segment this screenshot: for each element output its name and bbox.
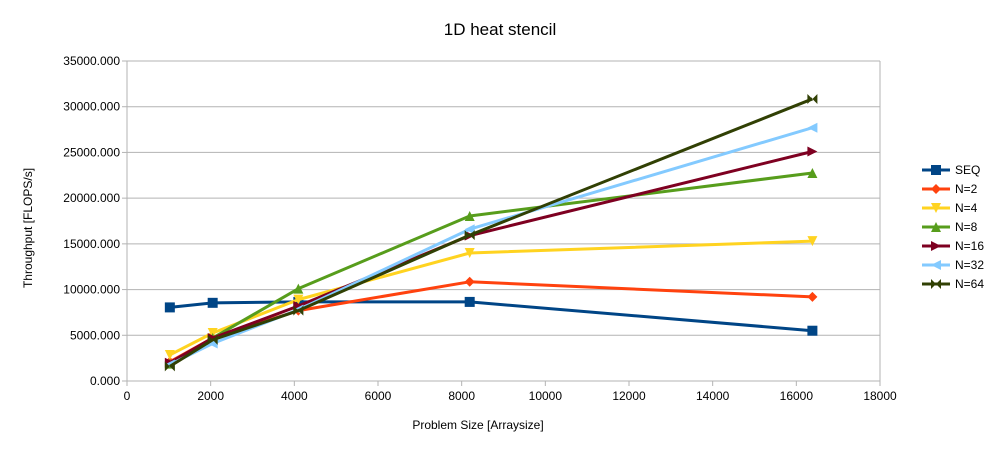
- series-n-4: [164, 236, 818, 360]
- legend-marker: [931, 241, 941, 251]
- data-point: [464, 230, 475, 241]
- legend: SEQ N=2 N=4 N=8 N=16 N=32 N=64: [922, 163, 984, 291]
- legend-item: N=16: [922, 239, 984, 253]
- chart-title: 1D heat stencil: [444, 20, 556, 39]
- series-n-16: [164, 146, 818, 368]
- series-line: [169, 150, 813, 365]
- x-tick-label: 8000: [448, 389, 475, 403]
- legend-item: N=2: [922, 182, 978, 196]
- data-point: [164, 302, 175, 313]
- legend-label: SEQ: [955, 163, 980, 177]
- legend-item: N=8: [922, 220, 978, 234]
- x-tick-label: 6000: [365, 389, 392, 403]
- series-line: [169, 97, 813, 368]
- y-tick-label: 15000.000: [63, 237, 120, 251]
- x-tick-label: 18000: [863, 389, 897, 403]
- gridlines: [127, 60, 880, 382]
- series-layer: [164, 93, 818, 372]
- data-point: [464, 276, 475, 287]
- y-tick-label: 35000.000: [63, 54, 120, 68]
- x-tick-label: 0: [124, 389, 131, 403]
- y-tick-labels: 0.000 5000.000 10000.000 15000.000 20000.000…: [63, 54, 120, 388]
- legend-label: N=16: [955, 239, 984, 253]
- series-seq: [164, 296, 818, 336]
- y-tick-label: 5000.000: [70, 328, 120, 342]
- data-point: [807, 325, 818, 336]
- data-point: [207, 334, 218, 345]
- y-tick-label: 25000.000: [63, 145, 120, 159]
- axes: [122, 60, 881, 386]
- legend-label: N=32: [955, 258, 984, 272]
- y-tick-label: 20000.000: [63, 191, 120, 205]
- y-tick-label: 10000.000: [63, 283, 120, 297]
- data-point: [293, 283, 304, 294]
- data-point: [164, 349, 175, 360]
- data-point: [464, 296, 475, 307]
- legend-label: N=2: [955, 182, 978, 196]
- data-point: [293, 294, 304, 305]
- y-axis-label: Throughput [FLOPS/s]: [21, 168, 35, 288]
- data-point: [207, 297, 218, 308]
- legend-label: N=4: [955, 201, 978, 215]
- legend-item: N=32: [922, 258, 984, 272]
- x-tick-label: 16000: [780, 389, 814, 403]
- y-tick-label: 30000.000: [63, 100, 120, 114]
- legend-marker: [931, 260, 941, 270]
- data-point: [807, 93, 818, 104]
- data-point: [464, 224, 475, 235]
- legend-label: N=64: [955, 277, 984, 291]
- data-point: [807, 291, 818, 302]
- legend-marker: [931, 165, 941, 175]
- legend-marker: [931, 184, 941, 194]
- legend-marker: [931, 203, 941, 213]
- data-point: [293, 305, 304, 316]
- x-tick-label: 2000: [197, 389, 224, 403]
- x-tick-label: 10000: [529, 389, 563, 403]
- x-tick-label: 12000: [612, 389, 646, 403]
- data-point: [807, 168, 818, 178]
- data-point: [207, 328, 218, 338]
- data-point: [807, 146, 818, 157]
- legend-marker: [931, 279, 941, 289]
- series-line: [169, 126, 813, 366]
- x-axis-label: Problem Size [Arraysize]: [412, 418, 543, 432]
- legend-label: N=8: [955, 220, 978, 234]
- series-n-64: [164, 93, 818, 372]
- x-tick-labels: 0 2000 4000 6000 8000 10000 12000 14000 16000 180…: [124, 389, 897, 403]
- x-tick-label: 4000: [281, 389, 308, 403]
- data-point: [807, 236, 818, 247]
- series-line: [169, 239, 813, 357]
- x-tick-label: 14000: [696, 389, 730, 403]
- data-point: [464, 248, 475, 258]
- data-point: [807, 122, 818, 133]
- data-point: [164, 361, 175, 372]
- legend-marker: [931, 222, 941, 232]
- series-n-32: [164, 122, 818, 370]
- data-point: [464, 210, 475, 221]
- y-tick-label: 0.000: [90, 374, 120, 388]
- legend-item: N=64: [922, 277, 984, 291]
- legend-item: SEQ: [922, 163, 980, 177]
- legend-item: N=4: [922, 201, 978, 215]
